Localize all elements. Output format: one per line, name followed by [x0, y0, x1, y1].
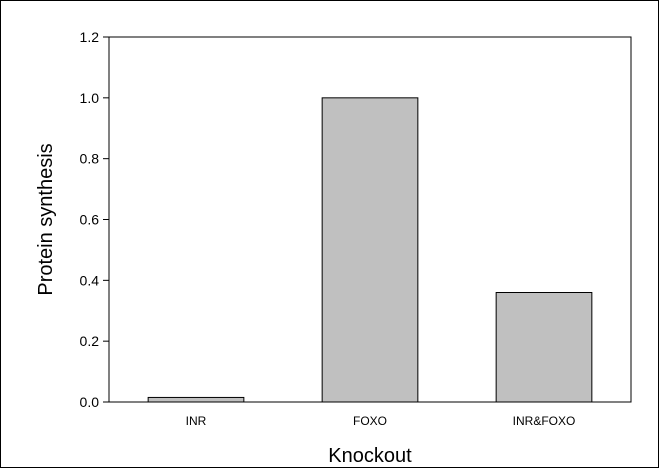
y-tick-label: 0.0 [80, 394, 100, 410]
y-tick-label: 0.2 [80, 333, 100, 349]
x-axis-title: Knockout [328, 445, 412, 467]
y-axis-title: Protein synthesis [35, 143, 57, 295]
plot-area [108, 36, 632, 403]
x-tick-label: INR&FOXO [513, 414, 576, 428]
y-tick-label: 0.8 [80, 151, 100, 167]
y-tick-label: 1.0 [80, 90, 100, 106]
y-tick-label: 0.6 [80, 212, 100, 228]
x-tick-label: INR [186, 414, 207, 428]
bar-inr-foxo [495, 292, 593, 403]
x-axis-ticks: INR FOXO INR&FOXO [186, 414, 576, 428]
bar-foxo [321, 97, 419, 403]
bar-inr [147, 396, 245, 403]
bars [147, 97, 593, 403]
y-tick-label: 0.4 [80, 272, 100, 288]
y-tick-label: 1.2 [80, 29, 100, 45]
x-tick-label: FOXO [353, 414, 387, 428]
y-axis-ticks: 0.0 0.2 0.4 0.6 0.8 1.0 1.2 [80, 29, 109, 410]
